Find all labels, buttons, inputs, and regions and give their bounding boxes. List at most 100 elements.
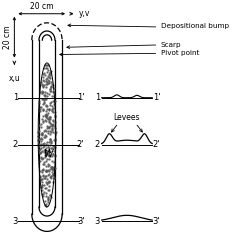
Point bbox=[48, 103, 52, 107]
Point bbox=[43, 148, 47, 152]
Point bbox=[47, 120, 51, 124]
Point bbox=[42, 93, 46, 97]
Point bbox=[51, 99, 55, 103]
Point bbox=[47, 154, 51, 157]
Point bbox=[39, 150, 43, 154]
Point bbox=[51, 165, 54, 169]
Point bbox=[42, 120, 45, 124]
Point bbox=[51, 127, 54, 131]
Point bbox=[41, 174, 45, 178]
Point bbox=[45, 107, 49, 111]
Point bbox=[49, 165, 53, 169]
Point bbox=[51, 172, 55, 176]
Point bbox=[48, 168, 52, 171]
Point bbox=[45, 169, 49, 173]
Point bbox=[42, 162, 46, 166]
Point bbox=[46, 188, 50, 192]
Text: 3': 3' bbox=[77, 217, 84, 226]
Point bbox=[41, 156, 45, 160]
Point bbox=[51, 172, 55, 176]
Point bbox=[48, 154, 52, 158]
Point bbox=[44, 134, 47, 138]
Point bbox=[37, 150, 40, 154]
Point bbox=[43, 90, 46, 94]
Point bbox=[47, 125, 51, 129]
Point bbox=[46, 153, 50, 157]
Point bbox=[47, 108, 51, 111]
Point bbox=[43, 202, 47, 206]
Point bbox=[44, 112, 48, 116]
Text: 3: 3 bbox=[95, 217, 100, 226]
Point bbox=[37, 129, 41, 133]
Point bbox=[49, 80, 52, 84]
Point bbox=[51, 119, 55, 123]
Point bbox=[51, 90, 55, 93]
Point bbox=[41, 192, 44, 196]
Point bbox=[48, 179, 51, 183]
Point bbox=[47, 108, 51, 112]
Point bbox=[49, 84, 53, 88]
Point bbox=[41, 90, 45, 94]
Point bbox=[44, 159, 48, 163]
Text: 3': 3' bbox=[152, 217, 160, 226]
Point bbox=[40, 137, 44, 141]
Text: Scarp: Scarp bbox=[160, 42, 181, 48]
Point bbox=[45, 116, 49, 120]
Point bbox=[41, 78, 45, 82]
Point bbox=[46, 177, 49, 181]
Point bbox=[48, 129, 52, 133]
Point bbox=[41, 194, 45, 198]
Point bbox=[48, 126, 51, 130]
Point bbox=[51, 166, 55, 170]
Point bbox=[48, 137, 52, 141]
Text: Levees: Levees bbox=[114, 113, 140, 122]
Point bbox=[37, 148, 41, 152]
Point bbox=[46, 145, 50, 149]
Point bbox=[51, 152, 55, 156]
Point bbox=[47, 92, 51, 96]
Point bbox=[45, 181, 49, 184]
Point bbox=[44, 114, 48, 118]
Point bbox=[40, 183, 44, 186]
Point bbox=[49, 146, 53, 150]
Point bbox=[44, 143, 48, 147]
Point bbox=[48, 193, 52, 197]
Point bbox=[47, 184, 51, 188]
Point bbox=[53, 145, 57, 149]
Point bbox=[49, 153, 52, 157]
Point bbox=[36, 134, 40, 138]
Point bbox=[45, 66, 49, 70]
Point bbox=[41, 97, 44, 101]
Point bbox=[40, 177, 43, 181]
Point bbox=[43, 186, 47, 190]
Point bbox=[43, 94, 46, 98]
Point bbox=[43, 155, 47, 159]
Text: 20 cm: 20 cm bbox=[30, 2, 54, 11]
Point bbox=[40, 170, 44, 174]
Point bbox=[53, 138, 56, 142]
Point bbox=[45, 124, 49, 128]
Point bbox=[38, 137, 42, 141]
Point bbox=[51, 82, 54, 86]
Point bbox=[51, 154, 54, 158]
Point bbox=[44, 79, 48, 83]
Point bbox=[44, 114, 48, 118]
Point bbox=[49, 141, 53, 145]
Point bbox=[51, 180, 55, 184]
Point bbox=[53, 103, 56, 107]
Point bbox=[53, 113, 57, 117]
Point bbox=[49, 166, 52, 169]
Point bbox=[37, 130, 40, 134]
Point bbox=[40, 185, 44, 189]
Point bbox=[51, 104, 54, 108]
Point bbox=[40, 156, 43, 160]
Point bbox=[48, 193, 52, 197]
Text: 3: 3 bbox=[13, 217, 18, 226]
Point bbox=[51, 146, 54, 150]
Text: 1: 1 bbox=[13, 93, 18, 102]
Point bbox=[47, 81, 51, 85]
Point bbox=[53, 114, 57, 118]
Point bbox=[48, 115, 52, 119]
Point bbox=[48, 73, 52, 77]
Point bbox=[44, 169, 47, 173]
